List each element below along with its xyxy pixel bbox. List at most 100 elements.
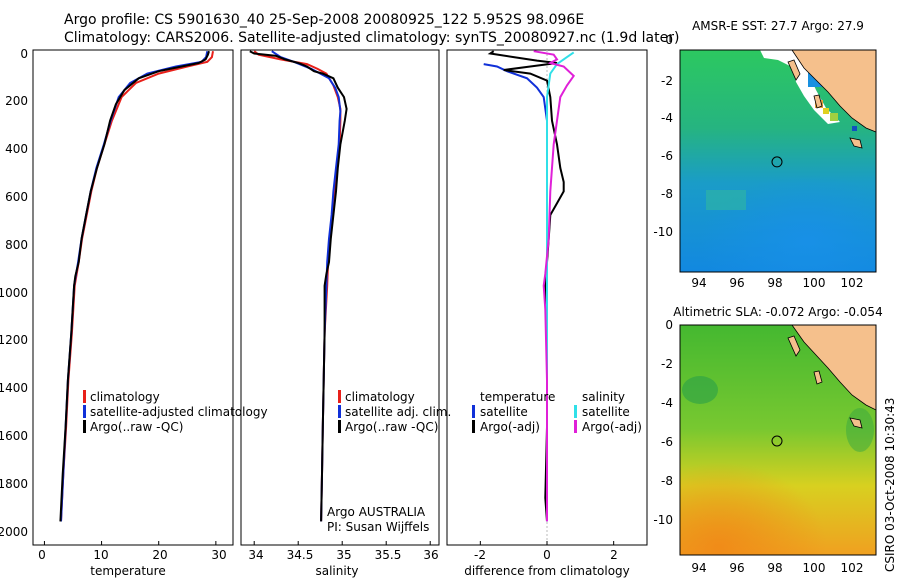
y-tick-label: -8 — [661, 474, 673, 488]
x-tick-label: 96 — [729, 276, 744, 290]
legend-swatch-argo — [472, 420, 475, 433]
legend-swatch-argo — [338, 420, 341, 433]
legend-swatch-argo-sal — [574, 420, 577, 433]
x-tick-label: 100 — [803, 561, 826, 575]
legend-label: satellite — [480, 405, 528, 419]
sla-y-ticks: 0 -2 -4 -6 -8 -10 — [653, 318, 673, 527]
sst-y-ticks: 0 -2 -4 -6 -8 -10 — [653, 33, 673, 239]
series-line-argo-raw-qc- — [249, 50, 348, 522]
y-tick-label: 1200 — [0, 333, 28, 347]
y-tick-label: 1600 — [0, 429, 28, 443]
legend-label: Argo(..raw -QC) — [90, 420, 183, 434]
series-line-climatology — [60, 51, 214, 522]
sst-island-mentawai — [849, 137, 863, 149]
legend-label: climatology — [90, 390, 160, 404]
sst-island-nias — [813, 94, 823, 109]
header-line-2: Climatology: CARS2006. Satellite-adjuste… — [64, 30, 679, 46]
difference-x-ticks: -2 0 2 — [474, 548, 618, 562]
sst-coast-gap — [792, 66, 840, 124]
y-tick-label: -4 — [661, 396, 673, 410]
legend-swatch-clim — [83, 390, 86, 403]
series-line-satellite-adjusted-climatology — [60, 51, 209, 522]
y-tick-label: 1800 — [0, 477, 28, 491]
temperature-series — [43, 50, 217, 545]
sla-argo-position-marker — [771, 435, 783, 447]
x-tick-label: 36 — [423, 548, 438, 562]
sla-map-frame — [679, 324, 877, 556]
x-tick-label: 35.5 — [375, 548, 402, 562]
x-tick-label: 0 — [543, 548, 551, 562]
x-tick-label: 2 — [610, 548, 618, 562]
sla-map-title: Altimetric SLA: -0.072 Argo: -0.054 — [673, 305, 882, 319]
legend-swatch-sat — [472, 405, 475, 418]
temperature-y-ticks: 0 200 400 600 800 1000 1200 1400 1600 18… — [0, 47, 28, 539]
series-line-climatology — [253, 50, 342, 522]
sst-x-ticks: 94 96 98 100 102 — [691, 276, 863, 290]
sst-cool-patch — [706, 190, 746, 210]
series-line-temperature-argo-adj- — [487, 50, 565, 522]
y-tick-label: 600 — [5, 190, 28, 204]
temperature-panel: 0 200 400 600 800 1000 1200 1400 1600 18… — [0, 47, 268, 578]
legend-swatch-sat — [338, 405, 341, 418]
salinity-annotation-1: Argo AUSTRALIA — [327, 505, 426, 519]
x-tick-label: 94 — [691, 561, 706, 575]
x-tick-label: 94 — [691, 276, 706, 290]
y-tick-label: -2 — [661, 74, 673, 88]
x-tick-label: 35 — [336, 548, 351, 562]
y-tick-label: 1000 — [0, 286, 28, 300]
sla-green-eddy — [846, 408, 874, 452]
x-tick-label: 0 — [38, 548, 46, 562]
x-tick-label: 30 — [211, 548, 226, 562]
legend-swatch-sat — [83, 405, 86, 418]
y-tick-label: -10 — [653, 225, 673, 239]
sst-pixel — [823, 108, 829, 114]
sla-map-panel: Altimetric SLA: -0.072 Argo: -0.054 0 -2… — [653, 305, 882, 575]
sst-pixel — [830, 113, 838, 121]
y-tick-label: 400 — [5, 142, 28, 156]
y-tick-label: 2000 — [0, 525, 28, 539]
legend-label: Argo(-adj) — [480, 420, 540, 434]
legend-heading-temperature: temperature — [480, 390, 555, 404]
sst-map-title: AMSR-E SST: 27.7 Argo: 27.9 — [692, 19, 864, 33]
x-tick-label: 34 — [248, 548, 263, 562]
x-tick-label: 98 — [767, 561, 782, 575]
x-tick-label: 20 — [152, 548, 167, 562]
salinity-axes-frame — [240, 49, 440, 546]
legend-swatch-clim — [338, 390, 341, 403]
sst-map-panel: AMSR-E SST: 27.7 Argo: 27.9 0 -2 -4 -6 -… — [653, 19, 877, 290]
salinity-annotation-2: PI: Susan Wijffels — [327, 520, 429, 534]
y-tick-label: 0 — [665, 33, 673, 47]
legend-label: Argo(..raw -QC) — [345, 420, 438, 434]
y-tick-label: -6 — [661, 149, 673, 163]
sla-green-eddy — [682, 376, 718, 404]
sla-island-mentawai — [849, 417, 863, 429]
header-line-1: Argo profile: CS 5901630_40 25-Sep-2008 … — [64, 12, 584, 28]
legend-swatch-sat-sal — [574, 405, 577, 418]
salinity-panel: 34 34.5 35 35.5 36 salinity climatology … — [240, 49, 451, 578]
legend-heading-salinity: salinity — [582, 390, 625, 404]
y-tick-label: -8 — [661, 187, 673, 201]
x-tick-label: 102 — [841, 276, 864, 290]
series-line-temperature-satellite — [483, 63, 548, 522]
salinity-x-ticks: 34 34.5 35 35.5 36 — [248, 548, 438, 562]
y-tick-label: -4 — [661, 111, 673, 125]
x-tick-label: 96 — [729, 561, 744, 575]
sst-warm-pool — [680, 150, 876, 272]
y-tick-label: 800 — [5, 238, 28, 252]
x-tick-label: 100 — [803, 276, 826, 290]
x-tick-label: 10 — [93, 548, 108, 562]
temperature-legend: climatology satellite-adjusted climatolo… — [83, 390, 268, 434]
difference-x-label: difference from climatology — [464, 564, 630, 578]
salinity-legend: climatology satellite adj. clim. Argo(..… — [338, 390, 451, 434]
difference-series — [479, 50, 615, 545]
salinity-x-label: salinity — [315, 564, 358, 578]
temperature-x-label: temperature — [90, 564, 165, 578]
legend-label: satellite-adjusted climatology — [90, 405, 268, 419]
series-line-salinity-argo-adj- — [533, 50, 576, 522]
y-tick-label: 1400 — [0, 381, 28, 395]
x-tick-label: 34.5 — [287, 548, 314, 562]
legend-label: satellite adj. clim. — [345, 405, 451, 419]
sst-argo-position-marker — [771, 156, 783, 168]
legend-label: climatology — [345, 390, 415, 404]
